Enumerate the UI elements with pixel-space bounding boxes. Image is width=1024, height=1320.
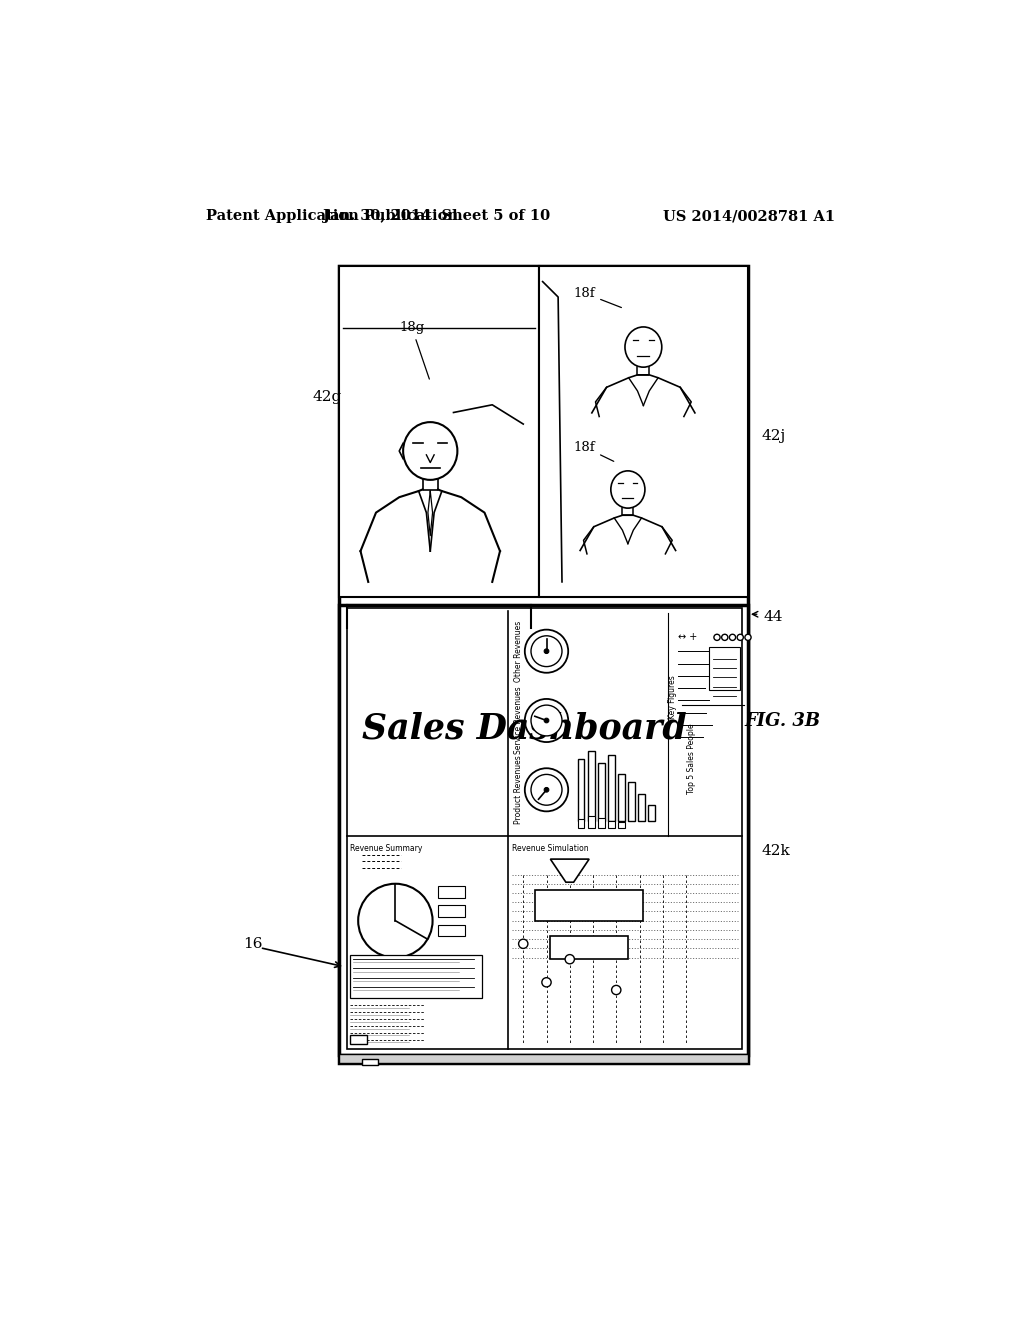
Text: 18f: 18f xyxy=(573,286,622,308)
Text: 16: 16 xyxy=(243,937,262,950)
Ellipse shape xyxy=(524,630,568,673)
Ellipse shape xyxy=(531,705,562,737)
Bar xyxy=(535,890,643,921)
Circle shape xyxy=(544,718,549,723)
Text: Sales Dashboard: Sales Dashboard xyxy=(362,711,687,746)
Bar xyxy=(346,609,741,1049)
Bar xyxy=(362,1059,378,1065)
Ellipse shape xyxy=(531,636,562,667)
Text: Key Figures: Key Figures xyxy=(669,676,677,719)
Bar xyxy=(598,763,604,821)
Ellipse shape xyxy=(524,768,568,812)
Bar xyxy=(539,267,748,598)
Circle shape xyxy=(714,635,720,640)
Bar xyxy=(578,759,585,821)
Text: Patent Application Publication: Patent Application Publication xyxy=(206,209,458,223)
Text: 18f: 18f xyxy=(573,441,613,461)
Text: Product Revenues: Product Revenues xyxy=(514,755,523,824)
Text: 18g: 18g xyxy=(399,321,429,379)
Text: Jan. 30, 2014  Sheet 5 of 10: Jan. 30, 2014 Sheet 5 of 10 xyxy=(323,209,550,223)
Bar xyxy=(578,818,585,829)
Bar xyxy=(350,956,482,998)
Circle shape xyxy=(611,985,621,995)
Bar xyxy=(438,924,465,936)
Circle shape xyxy=(722,635,728,640)
Text: 42j: 42j xyxy=(762,429,786,442)
Bar xyxy=(607,755,614,821)
Bar xyxy=(339,267,539,598)
Bar xyxy=(607,821,614,829)
Text: Revenue Simulation: Revenue Simulation xyxy=(512,843,588,853)
Text: Top 5 Sales People: Top 5 Sales People xyxy=(687,723,696,795)
Ellipse shape xyxy=(625,327,662,367)
Bar xyxy=(339,267,748,1063)
Bar xyxy=(710,647,740,689)
Bar xyxy=(339,605,748,1056)
Circle shape xyxy=(544,649,549,653)
Ellipse shape xyxy=(524,700,568,742)
Polygon shape xyxy=(550,859,589,882)
Text: 42g: 42g xyxy=(312,391,342,404)
Bar xyxy=(339,1053,748,1063)
Bar xyxy=(598,817,604,829)
Circle shape xyxy=(729,635,735,640)
Ellipse shape xyxy=(531,775,562,805)
Circle shape xyxy=(518,940,528,949)
Bar xyxy=(617,775,625,821)
Circle shape xyxy=(565,954,574,964)
Bar xyxy=(588,751,595,821)
Text: Revenue Summary: Revenue Summary xyxy=(350,843,423,853)
Text: Other Revenues: Other Revenues xyxy=(514,620,523,682)
Text: ↔ +: ↔ + xyxy=(678,632,697,643)
Text: 44: 44 xyxy=(764,610,783,623)
Ellipse shape xyxy=(611,471,645,508)
Bar xyxy=(648,805,655,821)
Circle shape xyxy=(544,788,549,792)
Bar xyxy=(617,822,625,829)
Bar xyxy=(350,1035,368,1044)
Circle shape xyxy=(744,635,751,640)
Circle shape xyxy=(737,635,743,640)
Bar xyxy=(438,906,465,917)
Bar xyxy=(588,816,595,829)
Bar xyxy=(438,886,465,898)
Bar xyxy=(550,936,628,960)
Text: Service Revenues: Service Revenues xyxy=(514,686,523,754)
Bar xyxy=(628,781,635,821)
Bar xyxy=(638,793,645,821)
Text: 42k: 42k xyxy=(762,845,791,858)
Ellipse shape xyxy=(403,422,458,480)
Circle shape xyxy=(358,884,432,958)
Text: US 2014/0028781 A1: US 2014/0028781 A1 xyxy=(663,209,835,223)
Text: FIG. 3B: FIG. 3B xyxy=(744,711,820,730)
Circle shape xyxy=(542,978,551,987)
